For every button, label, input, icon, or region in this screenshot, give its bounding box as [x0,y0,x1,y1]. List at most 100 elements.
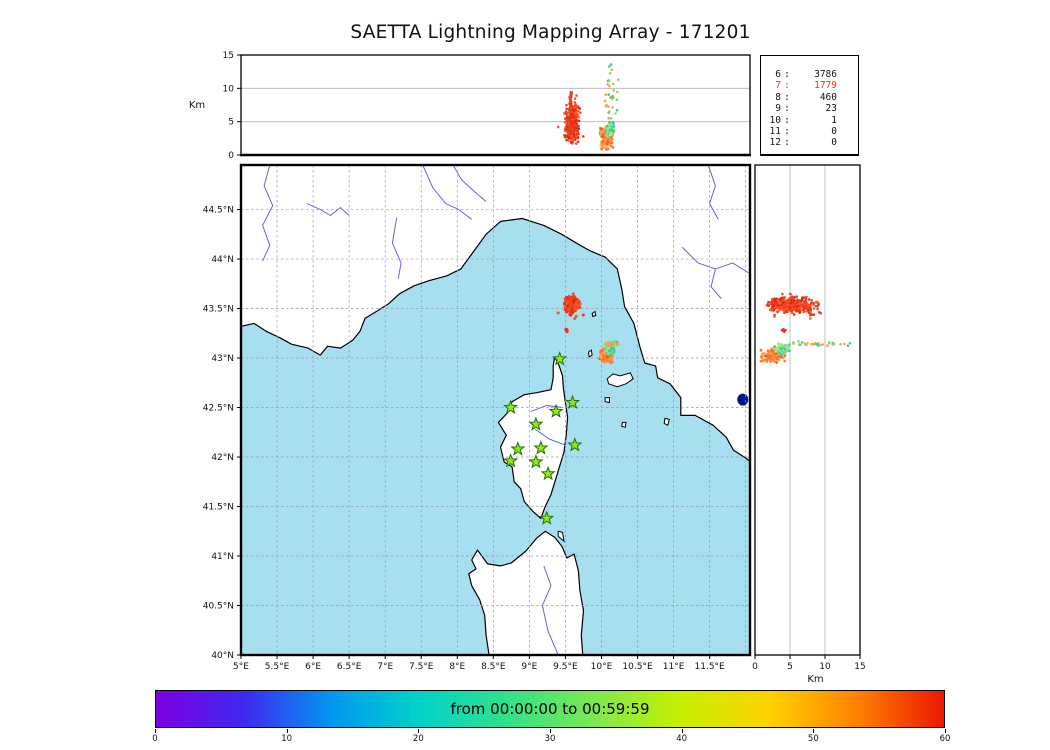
altitude-scatter [556,63,620,151]
river [707,165,719,220]
alt-tick-label: 0 [228,151,234,161]
alt-right-tick-label: 5 [787,662,793,672]
alt-right-tick-label: 10 [819,662,831,672]
count-row-level-9: 9:23 [775,103,837,115]
islet [557,530,565,543]
alt-axis-label: Km [189,100,205,111]
map-scatter [556,292,620,364]
station-star-icon [528,416,544,431]
map-panel [241,165,750,655]
lat-tick-label: 43.5°N [203,305,234,315]
alt-right-tick-label: 15 [854,662,865,672]
alt-tick-label: 10 [223,84,235,94]
colorbar-tick [681,729,683,733]
colorbar-tick [155,729,156,733]
source-count-panel: 6:3786 7:1779 8:460 9:23 10:1 11:0 12:0 [760,55,859,156]
colorbar-tick-label: 10 [281,734,293,744]
islet [663,417,670,427]
station-star-icon [528,454,544,469]
station-star-icon [510,441,526,456]
lat-tick-label: 41°N [211,552,234,562]
count-row-level-7: 7:1779 [775,80,837,92]
colorbar-tick-label: 60 [939,734,951,744]
lat-tick-label: 43°N [211,354,234,364]
islet [587,349,593,358]
colorbar-tick [286,729,288,733]
lat-tick-label: 40°N [211,651,234,661]
river [262,165,274,262]
colorbar-tick-label: 0 [152,734,158,744]
station-star-icon [548,403,564,418]
lat-tick-label: 44.5°N [203,206,234,216]
lon-tick-label: 10°E [591,662,613,672]
lat-alt-frame [754,164,861,656]
river [534,428,566,446]
station-star-icon [540,465,556,481]
station-star-icon [552,351,568,366]
colorbar-tick [550,729,551,733]
lon-tick-label: 5°E [233,662,249,672]
lat-tick-label: 42.5°N [203,404,234,414]
station-star-icon [565,394,581,409]
river [391,217,402,279]
altitude-panel [241,63,750,151]
lon-tick-label: 11.5°E [695,662,726,672]
station-star-icon [533,440,549,455]
alt-tick-label: 15 [223,51,234,61]
count-row-level-6: 6:3786 [775,69,837,80]
count-row-level-10: 10:1 [769,114,837,126]
lon-tick-label: 11°E [663,662,685,672]
lon-tick-label: 8°E [449,662,465,672]
lat-tick-label: 44°N [211,255,234,265]
alt-right-tick-label: 0 [752,662,758,672]
colorbar: from 00:00:00 to 00:59:59 [155,690,945,728]
colorbar-tick [945,729,946,733]
station-star-icon [503,399,519,414]
lat-tick-label: 41.5°N [203,503,234,513]
map-grid [241,165,750,655]
lon-tick-label: 6.5°E [337,662,362,672]
figure-title: SAETTA Lightning Mapping Array - 171201 [350,22,751,43]
river [422,165,472,220]
lake-bolsena [737,393,749,406]
islet [591,310,597,318]
station-star-icon [503,453,519,468]
lat-alt-panel [759,165,852,655]
coastline-mainland [241,165,750,463]
lon-tick-label: 6°E [305,662,321,672]
alt-tick-label: 5 [228,118,234,128]
lon-tick-label: 9.5°E [553,662,578,672]
count-row-level-8: 8:460 [775,91,837,103]
lon-tick-label: 5.5°E [265,662,290,672]
alt-right-axis-label: Km [807,674,823,685]
colorbar-tick-label: 50 [807,734,819,744]
map-frame [239,163,752,657]
lon-tick-label: 7°E [377,662,393,672]
station-markers [503,351,583,525]
lon-tick-label: 8.5°E [481,662,506,672]
lon-tick-label: 9°E [521,662,537,672]
islet [606,372,634,388]
lon-tick-label: 10.5°E [622,662,653,672]
river [710,268,722,299]
colorbar-tick-label: 40 [676,734,688,744]
lon-tick-label: 7.5°E [409,662,434,672]
colorbar-tick-label: 30 [544,734,556,744]
station-star-icon [567,437,583,452]
coastline-sardinia [468,530,585,655]
count-row-level-11: 11:0 [769,126,837,138]
islet [621,421,627,428]
lat-tick-label: 40.5°N [203,602,234,612]
colorbar-tick [418,729,420,733]
islet [604,397,610,404]
river [307,203,350,217]
colorbar-tick-label: 20 [412,734,424,744]
lat-tick-label: 42°N [211,453,234,463]
station-star-icon [539,510,555,525]
colorbar-tick [813,729,815,733]
colorbar-time-range-label: from 00:00:00 to 00:59:59 [450,700,650,718]
lat-alt-scatter [759,292,852,364]
altitude-panel-frame [240,54,751,156]
